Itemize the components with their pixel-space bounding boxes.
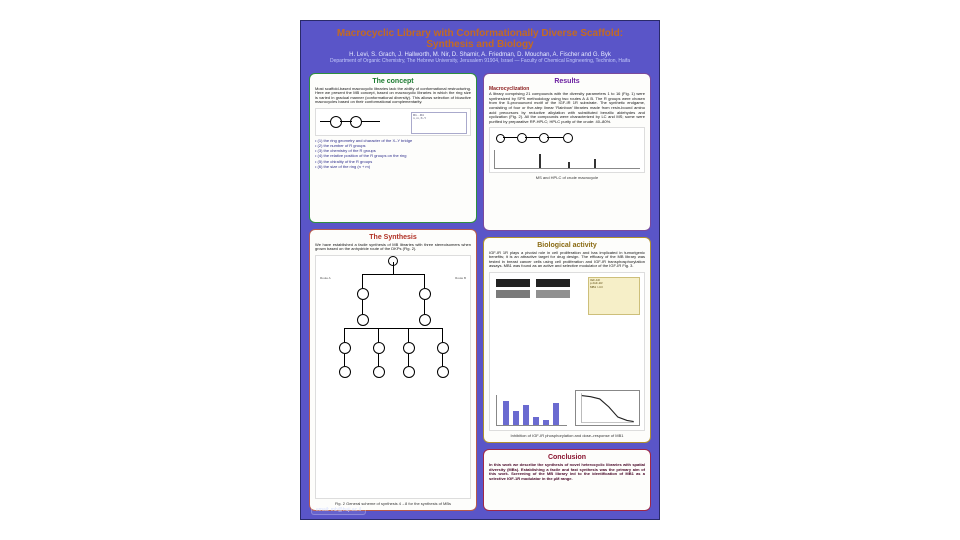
results-title: Results (489, 78, 645, 85)
right-column: Results Macrocyclization A library compr… (483, 73, 651, 511)
list-item: (6) the size of the ring (n + m) (315, 164, 471, 169)
poster-title: Macrocyclic Library with Conformationall… (315, 29, 645, 50)
results-text: A library comprising 21 compounds with t… (489, 92, 645, 124)
results-caption: MS and HPLC of crude macrocycle (489, 175, 645, 180)
synthesis-panel: The Synthesis We have established a faci… (309, 229, 477, 511)
concept-title: The concept (315, 78, 471, 85)
concept-list: (1) the ring geometry and character of t… (315, 138, 471, 169)
poster-affiliation: Department of Organic Chemistry, The Heb… (315, 59, 645, 64)
synthesis-scheme-diagram: Route A Route B (315, 255, 471, 499)
synthesis-title: The Synthesis (315, 234, 471, 241)
conclusion-panel: Conclusion In this work we describe the … (483, 449, 651, 511)
biology-title: Biological activity (489, 242, 645, 249)
conclusion-title: Conclusion (489, 454, 645, 461)
biology-panel: Biological activity IGF-IR 1R plays a pi… (483, 237, 651, 443)
poster: Macrocyclic Library with Conformationall… (300, 20, 660, 520)
synthesis-text: We have established a facile synthesis o… (315, 243, 471, 252)
concept-panel: The concept Most scaffold-based macrocyc… (309, 73, 477, 223)
results-panel: Results Macrocyclization A library compr… (483, 73, 651, 231)
concept-scaffold-diagram: R1…R4n, m, X–Y (315, 108, 471, 136)
biology-text: IGF-IR 1R plays a pivotal role in cell p… (489, 251, 645, 269)
biology-assay-diagram: IGF-1Rp-IGF-1RMB1 / ctrl (489, 272, 645, 431)
poster-header: Macrocyclic Library with Conformationall… (309, 27, 651, 69)
concept-text: Most scaffold-based macrocyclic librarie… (315, 87, 471, 105)
biology-caption: Inhibition of IGF-IR phosphorylation and… (489, 433, 645, 438)
conclusion-text: In this work we describe the synthesis o… (489, 463, 645, 481)
poster-columns: The concept Most scaffold-based macrocyc… (309, 73, 651, 511)
page-stage: Macrocyclic Library with Conformationall… (0, 0, 960, 540)
left-column: The concept Most scaffold-based macrocyc… (309, 73, 477, 511)
contact-email: email: mb@huji.ac.il (311, 505, 366, 515)
results-hplc-diagram (489, 127, 645, 173)
